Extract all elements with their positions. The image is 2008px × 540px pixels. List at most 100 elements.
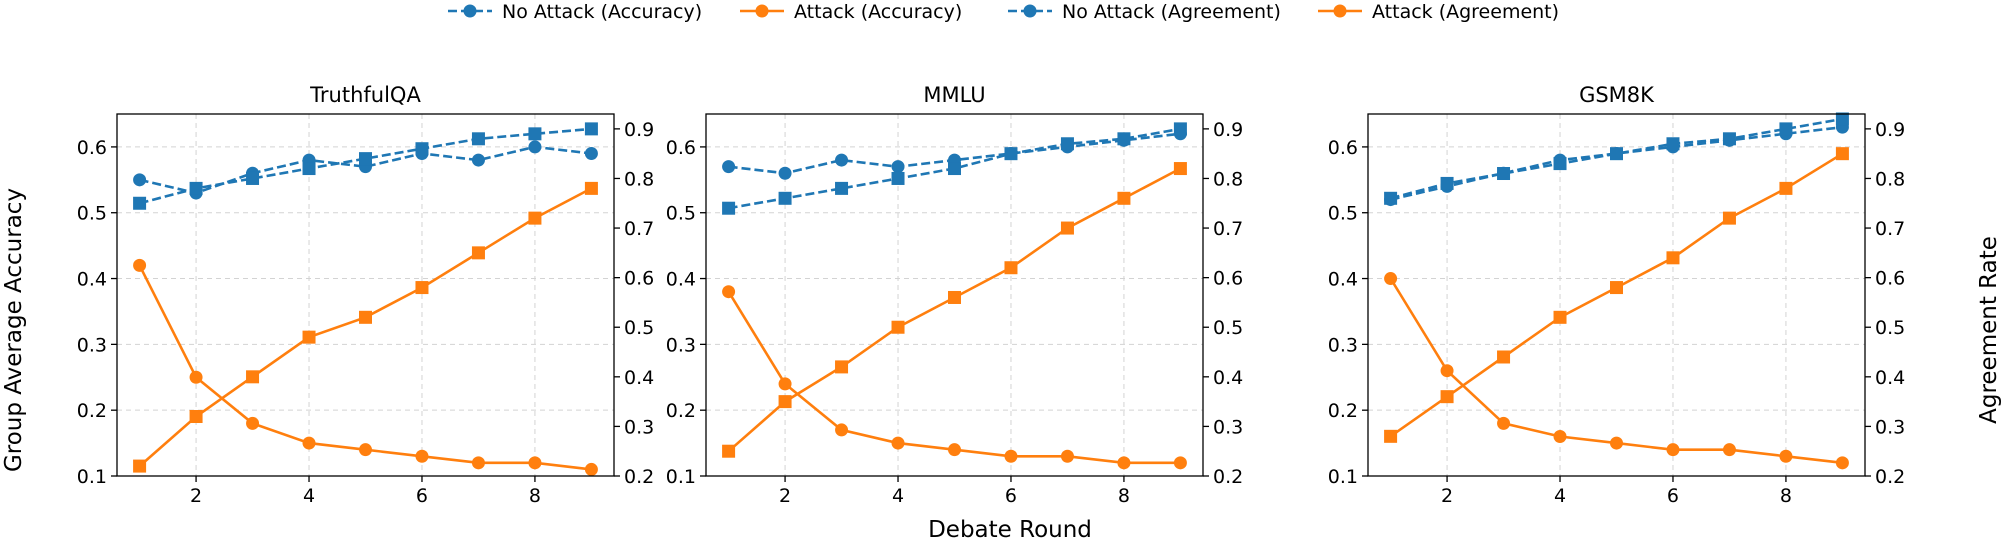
data-point [835,181,849,195]
x-tick-label: 8 [529,485,541,507]
data-point [835,423,849,437]
y-tick-label-right: 0.4 [1213,367,1243,389]
x-tick-label: 8 [1118,485,1130,507]
y-tick-label-left: 0.2 [1328,400,1358,422]
y-tick-label-right: 0.3 [624,416,654,438]
y-tick-label-left: 0.1 [77,466,107,488]
data-point [948,290,961,304]
series-line [1389,277,1843,465]
legend-entry: No Attack (Agreement) [1008,1,1281,23]
data-point [1553,310,1567,324]
y-tick-label-right: 0.7 [1213,218,1243,240]
legend-marker [755,4,769,18]
data-point [1384,191,1398,205]
data-point [1610,436,1623,450]
data-point [246,171,260,185]
data-point [1497,350,1511,364]
data-point [1610,281,1623,295]
data-point [1835,456,1849,470]
data-point [359,443,372,457]
series [133,258,598,476]
data-point [722,285,736,299]
data-point [1779,181,1793,195]
data-point [835,153,849,167]
legend-marker [463,4,477,18]
series-line [1390,125,1843,201]
data-point [359,310,372,324]
data-point [1440,364,1454,378]
data-point [189,409,203,423]
data-point [1117,191,1131,205]
y-tick-label-left: 0.6 [77,137,107,159]
chart-panels: TruthfulQA 2 4 6 8 0.1 0.2 0.3 0.4 0.5 0.6 0.2 0.3 0.… [77,83,1905,507]
data-point [1722,443,1736,457]
data-point [1610,147,1623,161]
series-line [727,291,1181,465]
y-tick-label-right: 0.5 [1875,317,1905,339]
y-tick-label-left: 0.3 [1328,334,1358,356]
left-y-axis-label: Group Average Accuracy [1,188,27,472]
data-point [471,153,485,167]
data-point [948,162,961,176]
data-point [471,246,485,260]
axes-frame [1367,113,1866,477]
series-line [138,187,593,468]
data-point [1173,456,1187,470]
data-point [891,436,905,450]
x-tick-label: 6 [1005,485,1017,507]
data-point [722,444,736,458]
y-tick-label-right: 0.6 [1213,268,1243,290]
data-point [1173,122,1187,136]
x-tick-label: 8 [1780,485,1792,507]
data-point [1384,429,1398,443]
y-tick-label-right: 0.5 [1213,317,1243,339]
y-tick-label-right: 0.8 [1213,168,1243,190]
panel-title: MMLU [923,83,985,107]
series [1384,272,1849,470]
y-tick-label-left: 0.1 [666,466,696,488]
series [722,162,1187,458]
series [133,122,598,210]
y-tick-label-right: 0.5 [624,317,654,339]
y-tick-label-right: 0.4 [624,367,654,389]
data-point [1004,147,1018,161]
data-point [1779,122,1793,136]
y-tick-label-right: 0.9 [1875,119,1905,141]
data-point [189,181,203,195]
data-point [1666,443,1680,457]
chart-panel: GSM8K 2 4 6 8 0.1 0.2 0.3 0.4 0.5 0.6 0.2 0.3 0.4 0.5 0… [1328,83,1905,507]
y-tick-label-left: 0.5 [1328,203,1358,225]
y-tick-label-left: 0.3 [666,334,696,356]
data-point [1835,112,1849,126]
y-tick-label-right: 0.9 [624,119,654,141]
data-point [246,416,260,430]
y-tick-label-left: 0.2 [77,400,107,422]
data-point [1060,221,1074,235]
y-tick-label-left: 0.4 [77,269,107,291]
legend-marker [1023,4,1037,18]
y-tick-label-right: 0.3 [1213,416,1243,438]
data-point [948,443,961,457]
data-point [584,181,598,195]
data-point [528,211,542,225]
series [1384,112,1849,205]
series [722,122,1187,215]
data-point [1004,261,1018,275]
x-tick-label: 2 [1441,485,1453,507]
data-point [778,377,792,391]
series-line [138,264,592,471]
data-point [1666,137,1680,151]
y-tick-label-right: 0.7 [1875,218,1905,240]
data-point [528,127,542,141]
data-point [1722,132,1736,146]
y-tick-label-left: 0.5 [666,203,696,225]
data-point [1553,157,1567,171]
data-point [133,196,147,210]
y-tick-label-left: 0.3 [77,334,107,356]
x-tick-label: 4 [1554,485,1566,507]
legend-label: No Attack (Accuracy) [502,1,702,23]
y-tick-label-left: 0.6 [666,137,696,159]
data-point [471,456,485,470]
data-point [1060,137,1074,151]
